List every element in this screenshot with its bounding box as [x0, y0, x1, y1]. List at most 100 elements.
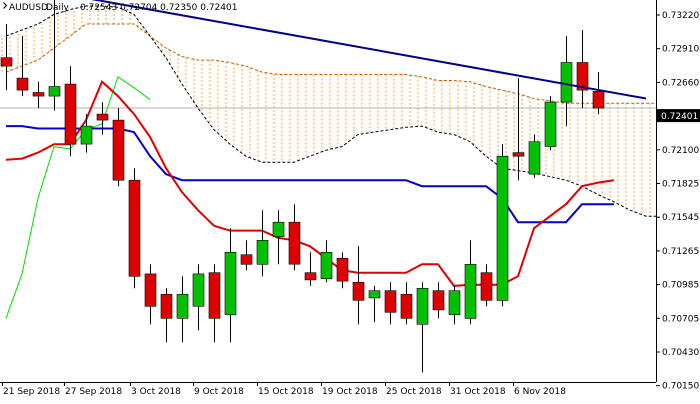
price-tick-label: 0.70705 [662, 314, 699, 324]
candle[interactable] [224, 228, 237, 343]
time-tick-label: 6 Nov 2018 [514, 387, 566, 397]
price-tick-label: 0.72660 [662, 78, 699, 88]
bearish-candle-body [160, 293, 173, 319]
candle[interactable] [496, 144, 509, 307]
bullish-candle-body [464, 263, 477, 319]
candle[interactable] [464, 240, 477, 325]
price-tick-label: 0.72910 [662, 45, 699, 55]
trendline[interactable] [70, 0, 647, 100]
candle[interactable] [304, 252, 317, 286]
bearish-candle-body [288, 221, 301, 265]
bullish-candle-body [272, 221, 285, 237]
candle[interactable] [416, 282, 429, 373]
expand-arrow-icon[interactable] [3, 2, 8, 9]
candle[interactable] [176, 276, 189, 343]
bearish-candle-body [480, 272, 493, 301]
candle[interactable] [32, 81, 45, 109]
candle[interactable] [544, 96, 557, 151]
time-tick-label: 21 Sep 2018 [3, 387, 60, 397]
bearish-candle-body [576, 62, 589, 91]
candle[interactable] [128, 168, 141, 289]
candle[interactable] [336, 252, 349, 289]
candle[interactable] [400, 282, 413, 325]
time-tick-label: 25 Oct 2018 [386, 387, 442, 397]
bullish-candle-body [80, 125, 93, 145]
bearish-candle-body [32, 92, 45, 97]
bullish-candle-body [192, 273, 205, 307]
bullish-candle-body [448, 290, 461, 316]
candle[interactable] [16, 36, 29, 97]
time-tick-label: 27 Sep 2018 [65, 387, 122, 397]
bullish-candle-body [176, 293, 189, 319]
tenkan-sen-line [5, 80, 615, 287]
candle[interactable] [448, 285, 461, 325]
time-tick-label: 31 Oct 2018 [450, 387, 506, 397]
bullish-candle-body [224, 252, 237, 316]
candle[interactable] [160, 288, 173, 343]
time-axis-background [0, 382, 656, 400]
bearish-candle-body [208, 272, 221, 319]
candle[interactable] [48, 0, 61, 111]
candle[interactable] [80, 114, 93, 153]
candle[interactable] [320, 240, 333, 283]
candle[interactable] [192, 264, 205, 331]
bullish-candle-body [560, 62, 573, 103]
candle[interactable] [512, 78, 525, 181]
candle[interactable] [96, 102, 109, 135]
kijun-sen-line [6, 125, 614, 224]
candle[interactable] [528, 134, 541, 178]
bearish-candle-body [512, 152, 525, 157]
symbol-label: AUDUSD [9, 3, 48, 13]
bullish-candle-body [528, 141, 541, 175]
time-tick-label: 19 Oct 2018 [322, 387, 378, 397]
price-tick-label: 0.71265 [662, 247, 699, 257]
candle[interactable] [272, 210, 285, 265]
bullish-candle-body [368, 290, 381, 299]
candle[interactable] [384, 282, 397, 325]
bearish-candle-body [400, 293, 413, 319]
candle[interactable] [368, 285, 381, 322]
candle[interactable] [576, 30, 589, 109]
indicator-lines-layer [5, 76, 615, 319]
bearish-candle-body [352, 281, 365, 301]
trendline-layer[interactable] [70, 0, 647, 100]
candle[interactable] [64, 66, 77, 157]
candle[interactable] [112, 108, 125, 187]
price-axis-background [656, 0, 700, 400]
time-tick-label: 15 Oct 2018 [258, 387, 314, 397]
price-tick-label: 0.70150 [662, 382, 699, 392]
candle[interactable] [288, 204, 301, 271]
bearish-candle-body [0, 57, 13, 67]
bearish-candle-body [128, 179, 141, 277]
bearish-candle-body [144, 273, 157, 307]
candle[interactable] [480, 264, 493, 307]
price-tick-label: 0.73220 [662, 11, 699, 21]
candle[interactable] [256, 210, 269, 277]
price-tick-label: 0.71545 [662, 213, 699, 223]
candle[interactable] [592, 72, 605, 115]
bullish-candle-body [416, 287, 429, 325]
candle[interactable] [208, 264, 221, 343]
bearish-candle-body [240, 254, 253, 265]
bearish-candle-body [432, 290, 445, 311]
bearish-candle-body [592, 91, 605, 109]
candle[interactable] [432, 282, 445, 319]
bullish-candle-body [544, 101, 557, 147]
bearish-candle-body [96, 113, 109, 121]
price-tick-label: 0.72100 [662, 146, 699, 156]
candle[interactable] [144, 264, 157, 325]
senkou-span-a [5, 23, 694, 104]
candle[interactable] [0, 24, 13, 91]
price-tick-label: 0.70985 [662, 281, 699, 291]
bearish-candle-body [64, 83, 77, 145]
candle[interactable] [352, 246, 365, 325]
timeframe-label: Daily [46, 3, 69, 13]
bearish-candle-body [112, 119, 125, 181]
current-price-tag [657, 109, 700, 123]
bullish-candle-body [48, 86, 61, 97]
candle[interactable] [240, 240, 253, 271]
ohlc-values: 0.72543 0.72704 0.72350 0.72401 [80, 3, 237, 13]
